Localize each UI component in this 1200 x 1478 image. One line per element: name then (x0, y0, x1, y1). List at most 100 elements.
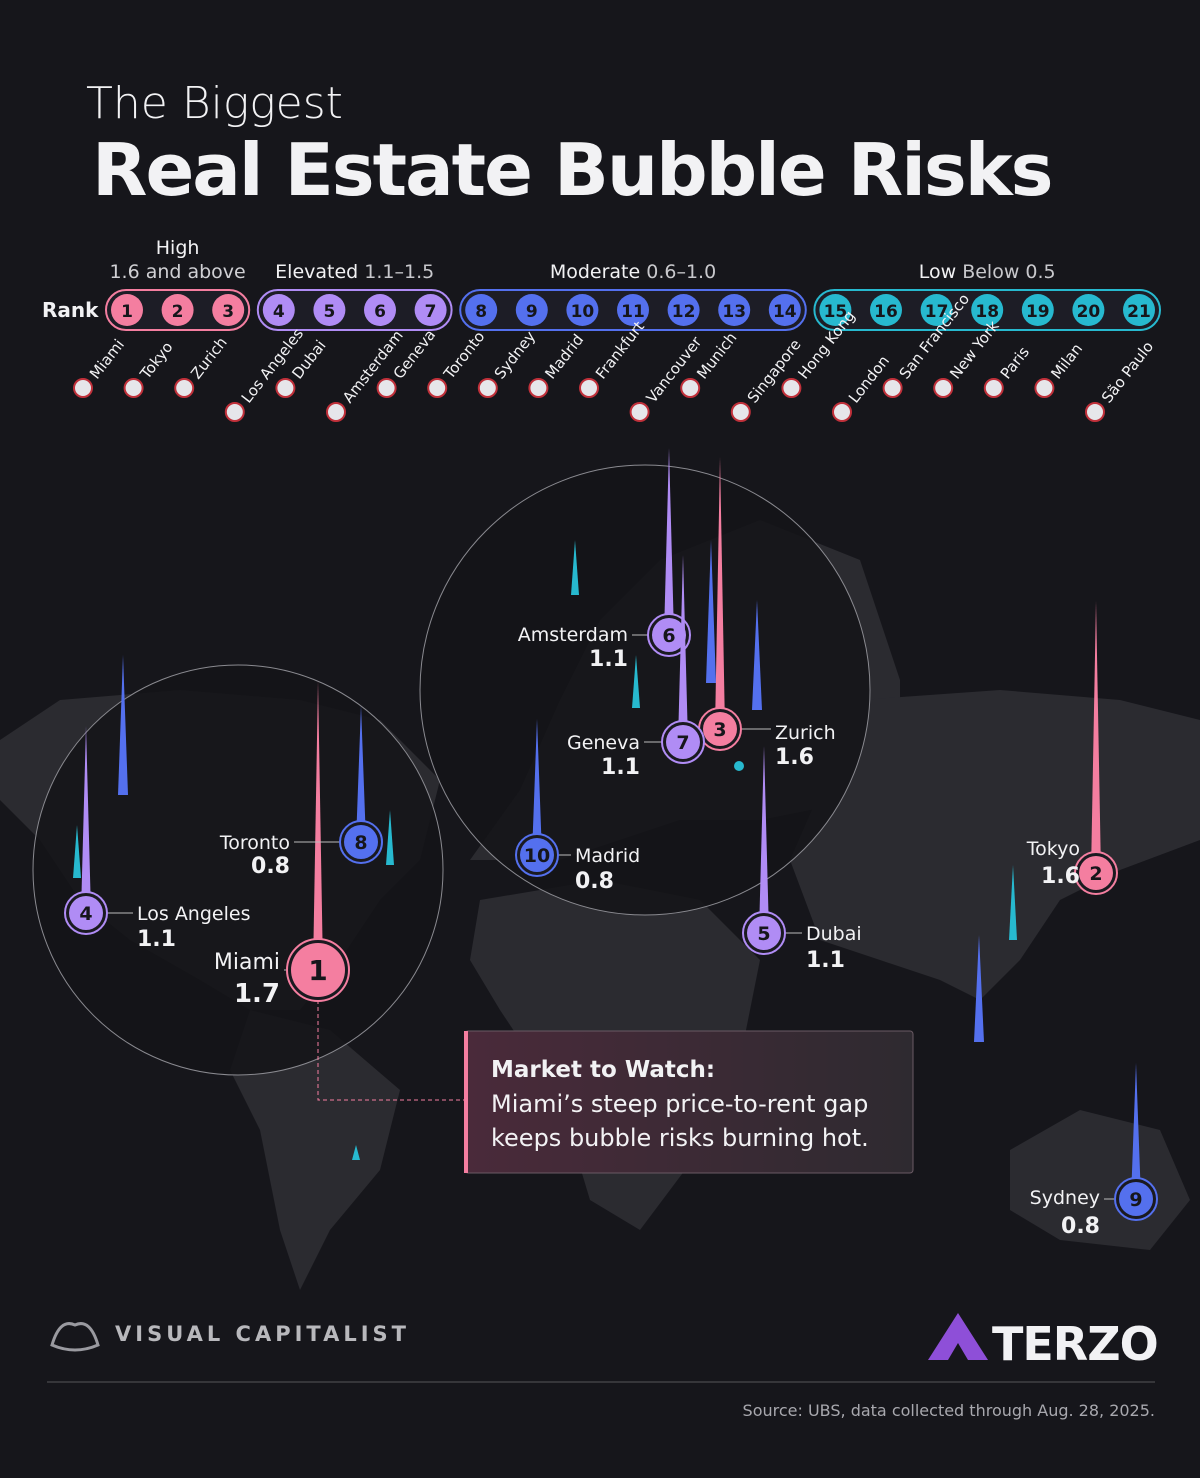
bubble-score: 0.8 (251, 854, 290, 879)
city-name: Miami (214, 950, 280, 975)
spike (73, 825, 81, 878)
rank-marker-fill (747, 916, 781, 950)
rank-badge (566, 294, 599, 326)
publisher: VISUAL CAPITALIST (115, 1322, 410, 1346)
rank-number: 1 (308, 954, 327, 987)
rank-badge (1123, 294, 1155, 326)
rank-number: 4 (273, 302, 285, 322)
rank-badge (617, 294, 649, 326)
tier-name: Low (919, 261, 956, 283)
city-name: Toronto (219, 832, 290, 854)
bubble-score: 1.1 (589, 647, 628, 672)
source: Source: UBS, data collected through Aug.… (743, 1401, 1155, 1420)
bubble-spike (678, 555, 688, 742)
flag (781, 378, 802, 398)
flag (680, 378, 701, 398)
sponsor: TERZO (992, 1317, 1158, 1371)
rank-badge (1021, 294, 1054, 326)
rank-number: 7 (425, 302, 437, 322)
rank-badge (920, 294, 953, 326)
rank-number: 8 (354, 832, 367, 854)
rank-number: 15 (824, 302, 848, 322)
rank-badge (414, 294, 447, 326)
city-name: Tokyo (1026, 838, 1080, 860)
flag (730, 402, 751, 422)
rank-number: 13 (722, 302, 746, 322)
flag (933, 378, 954, 398)
flag (123, 378, 144, 398)
logo-mark (50, 1322, 100, 1352)
bubble-spike (313, 681, 323, 970)
rank-number: 9 (526, 302, 538, 322)
bubble-score: 1.7 (234, 979, 280, 1009)
tier-name: Elevated (275, 261, 358, 283)
rank-number: 3 (713, 719, 726, 741)
rank-number: 10 (524, 845, 550, 867)
tier-name: Moderate (550, 261, 640, 283)
bubble-score: 0.8 (575, 869, 614, 894)
zoom-lens-europe (419, 464, 871, 916)
note-title: Market to Watch: (491, 1057, 715, 1083)
city-name: Los Angeles (137, 903, 250, 925)
rank-badge (161, 294, 194, 326)
tier-header: Moderate 0.6–1.0 (550, 261, 716, 283)
publisher-logo (50, 1322, 100, 1352)
spike (571, 540, 579, 595)
rank-number: 17 (925, 302, 949, 322)
bubble-spike (715, 457, 725, 729)
city-name: Zurich (775, 722, 836, 744)
zoom-lens-north-america (32, 664, 444, 1076)
spike (974, 935, 984, 1042)
flag (1085, 402, 1105, 422)
city-name: Geneva (567, 732, 640, 754)
bubble-spike (664, 448, 674, 635)
rank-number: 10 (571, 302, 595, 322)
rank-number: 4 (79, 903, 92, 925)
south-america (230, 1010, 400, 1290)
rank-marker-fill (1079, 856, 1113, 890)
rank-number: 2 (172, 302, 184, 322)
flag (832, 402, 852, 422)
flag (427, 378, 448, 398)
bubble-spike (1091, 601, 1101, 873)
bubble-spike (532, 719, 542, 855)
rank-number: 16 (874, 302, 898, 322)
rank-badge (718, 294, 751, 326)
rank-badge (515, 294, 548, 326)
rank-marker-fill (344, 825, 378, 859)
spike (386, 810, 394, 865)
spike (632, 655, 640, 708)
rank-badge (1072, 294, 1105, 326)
rank-badge (465, 294, 498, 326)
note-accent (464, 1031, 468, 1173)
rank-number: 12 (672, 302, 696, 322)
rank-number: 18 (975, 302, 999, 322)
spike (352, 1145, 360, 1160)
flag (528, 378, 549, 398)
flag (477, 378, 498, 398)
rank-marker-fill (1119, 1182, 1153, 1216)
kicker: The Biggest (86, 78, 343, 129)
city-name: Madrid (575, 845, 640, 867)
rank-marker-fill (69, 896, 103, 930)
rank-badge (667, 294, 700, 326)
rank-marker-fill (666, 725, 700, 759)
bubble-spike (356, 706, 366, 842)
rank-number: 20 (1077, 302, 1101, 322)
title: Real Estate Bubble Risks (92, 128, 1051, 212)
flag (224, 402, 245, 422)
rank-number: 5 (757, 923, 770, 945)
rank-badge (111, 294, 143, 326)
city-name: Sydney (1030, 1187, 1100, 1209)
tier-range: Below 0.5 (962, 261, 1055, 283)
rank-number: 6 (662, 625, 675, 647)
note-line: Miami’s steep price-to-rent gap (491, 1090, 868, 1118)
bubble-score: 0.8 (1061, 1214, 1100, 1239)
flag (275, 378, 296, 398)
rank-number: 19 (1026, 302, 1050, 322)
rank-number: 2 (1089, 863, 1102, 885)
flag (629, 402, 650, 422)
rank-marker-fill (652, 618, 686, 652)
flag (73, 378, 93, 398)
